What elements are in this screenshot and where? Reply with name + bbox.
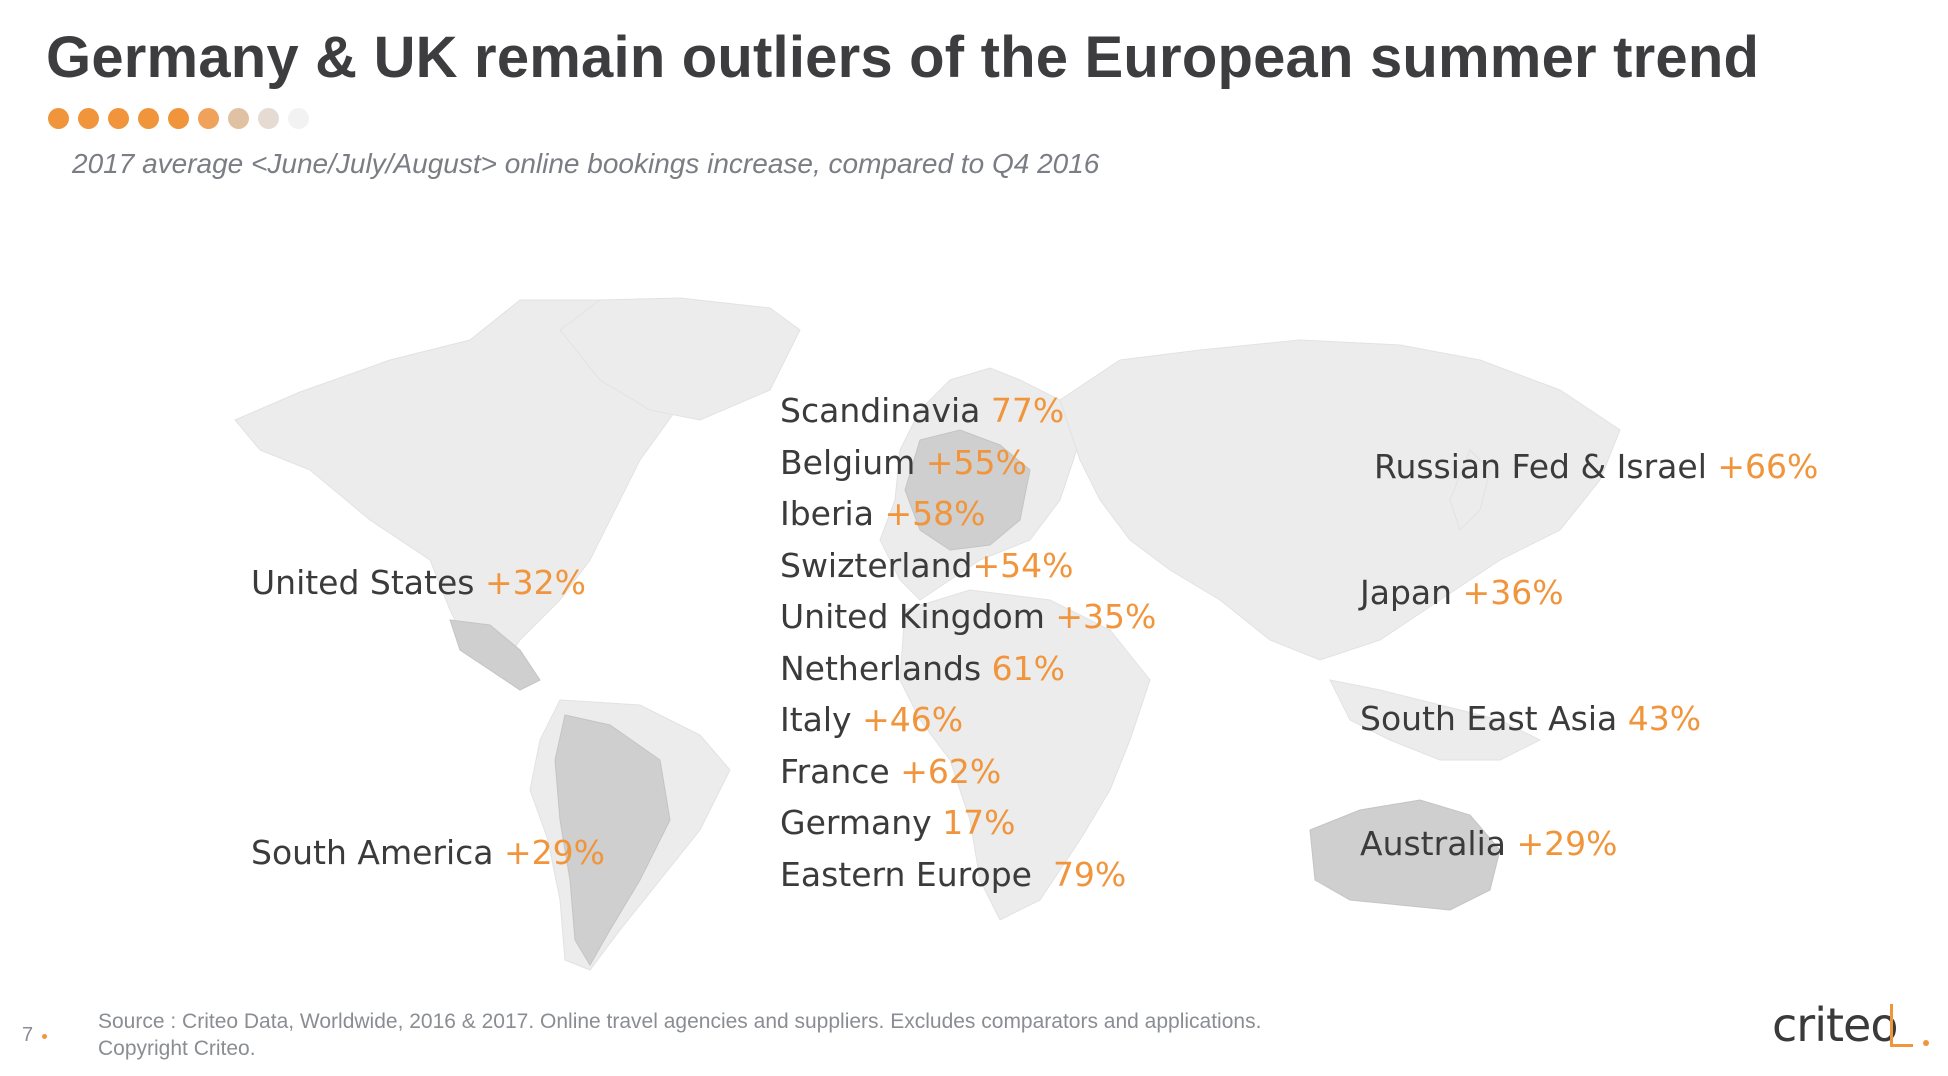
region-name: United Kingdom bbox=[780, 597, 1045, 636]
progress-dot bbox=[288, 108, 309, 129]
region-value: +58% bbox=[884, 494, 986, 533]
region-name: United States bbox=[251, 563, 475, 602]
region-name: South America bbox=[251, 833, 494, 872]
region-label-south-east-asia: South East Asia 43% bbox=[1360, 702, 1701, 735]
region-name: Eastern Europe bbox=[780, 855, 1032, 894]
region-name: Iberia bbox=[780, 494, 874, 533]
region-name: Italy bbox=[780, 700, 852, 739]
region-value: 79% bbox=[1052, 855, 1127, 894]
region-label-russia-israel: Russian Fed & Israel +66% bbox=[1374, 450, 1818, 483]
region-value: +35% bbox=[1055, 597, 1157, 636]
region-name: Russian Fed & Israel bbox=[1374, 447, 1707, 486]
map-asia bbox=[1059, 339, 1621, 661]
region-label-iberia: Iberia +58% bbox=[780, 497, 985, 530]
map-north-america bbox=[234, 299, 701, 671]
criteo-logo-mark bbox=[1890, 1004, 1913, 1047]
progress-dots bbox=[48, 108, 309, 129]
region-value: +62% bbox=[900, 752, 1002, 791]
region-name: Swizterland bbox=[780, 546, 973, 585]
progress-dot bbox=[78, 108, 99, 129]
region-name: France bbox=[780, 752, 890, 791]
region-value: +29% bbox=[504, 833, 606, 872]
region-label-italy: Italy +46% bbox=[780, 703, 963, 736]
criteo-logo: criteo bbox=[1772, 998, 1898, 1052]
page-number: 7 bbox=[22, 1024, 34, 1046]
progress-dot bbox=[138, 108, 159, 129]
region-label-south-america: South America +29% bbox=[251, 836, 605, 869]
map-mexico bbox=[449, 619, 541, 691]
region-label-france: France +62% bbox=[780, 755, 1001, 788]
region-label-germany: Germany 17% bbox=[780, 806, 1016, 839]
map-africa bbox=[899, 589, 1151, 921]
region-label-scandinavia: Scandinavia 77% bbox=[780, 394, 1064, 427]
region-label-australia: Australia +29% bbox=[1360, 827, 1617, 860]
map-japan bbox=[1449, 449, 1491, 531]
source-line: Source : Criteo Data, Worldwide, 2016 & … bbox=[98, 1010, 1262, 1033]
region-label-japan: Japan +36% bbox=[1360, 576, 1564, 609]
map-australia bbox=[1309, 799, 1501, 911]
region-name: South East Asia bbox=[1360, 699, 1618, 738]
page-number-dot bbox=[42, 1034, 47, 1039]
region-value: +46% bbox=[862, 700, 964, 739]
region-name: Belgium bbox=[780, 443, 916, 482]
slide-subtitle: 2017 average <June/July/August> online b… bbox=[72, 148, 1100, 179]
map-greenland bbox=[559, 297, 801, 421]
region-label-united-kingdom: United Kingdom +35% bbox=[780, 600, 1156, 633]
region-value: 43% bbox=[1627, 699, 1702, 738]
region-value: 77% bbox=[990, 391, 1065, 430]
progress-dot bbox=[108, 108, 129, 129]
region-value: +36% bbox=[1462, 573, 1564, 612]
progress-dot bbox=[198, 108, 219, 129]
region-label-switzerland: Swizterland+54% bbox=[780, 549, 1074, 582]
map-europe-highlight bbox=[904, 429, 1031, 551]
region-label-belgium: Belgium +55% bbox=[780, 446, 1027, 479]
progress-dot bbox=[228, 108, 249, 129]
region-value: 17% bbox=[942, 803, 1016, 842]
region-value: +32% bbox=[484, 563, 586, 602]
region-label-eastern-europe: Eastern Europe 79% bbox=[780, 858, 1126, 891]
region-label-united-states: United States +32% bbox=[251, 566, 586, 599]
source-note: Source : Criteo Data, Worldwide, 2016 & … bbox=[98, 1008, 1261, 1063]
map-southeast-asia bbox=[1329, 679, 1542, 761]
map-south-america-highlight bbox=[554, 714, 671, 966]
slide-title: Germany & UK remain outliers of the Euro… bbox=[46, 25, 1760, 90]
criteo-logo-dot bbox=[1923, 1040, 1929, 1046]
region-value: +54% bbox=[972, 546, 1074, 585]
region-value: +29% bbox=[1516, 824, 1618, 863]
region-name: Australia bbox=[1360, 824, 1506, 863]
region-label-netherlands: Netherlands 61% bbox=[780, 652, 1065, 685]
region-value: +55% bbox=[925, 443, 1027, 482]
copyright-line: Copyright Criteo. bbox=[98, 1037, 256, 1061]
region-name: Netherlands bbox=[780, 649, 982, 688]
progress-dot bbox=[258, 108, 279, 129]
region-value: +66% bbox=[1717, 447, 1819, 486]
region-name: Germany bbox=[780, 803, 932, 842]
progress-dot bbox=[48, 108, 69, 129]
progress-dot bbox=[168, 108, 189, 129]
region-name: Scandinavia bbox=[780, 391, 981, 430]
region-name: Japan bbox=[1360, 573, 1453, 612]
region-value: 61% bbox=[991, 649, 1066, 688]
